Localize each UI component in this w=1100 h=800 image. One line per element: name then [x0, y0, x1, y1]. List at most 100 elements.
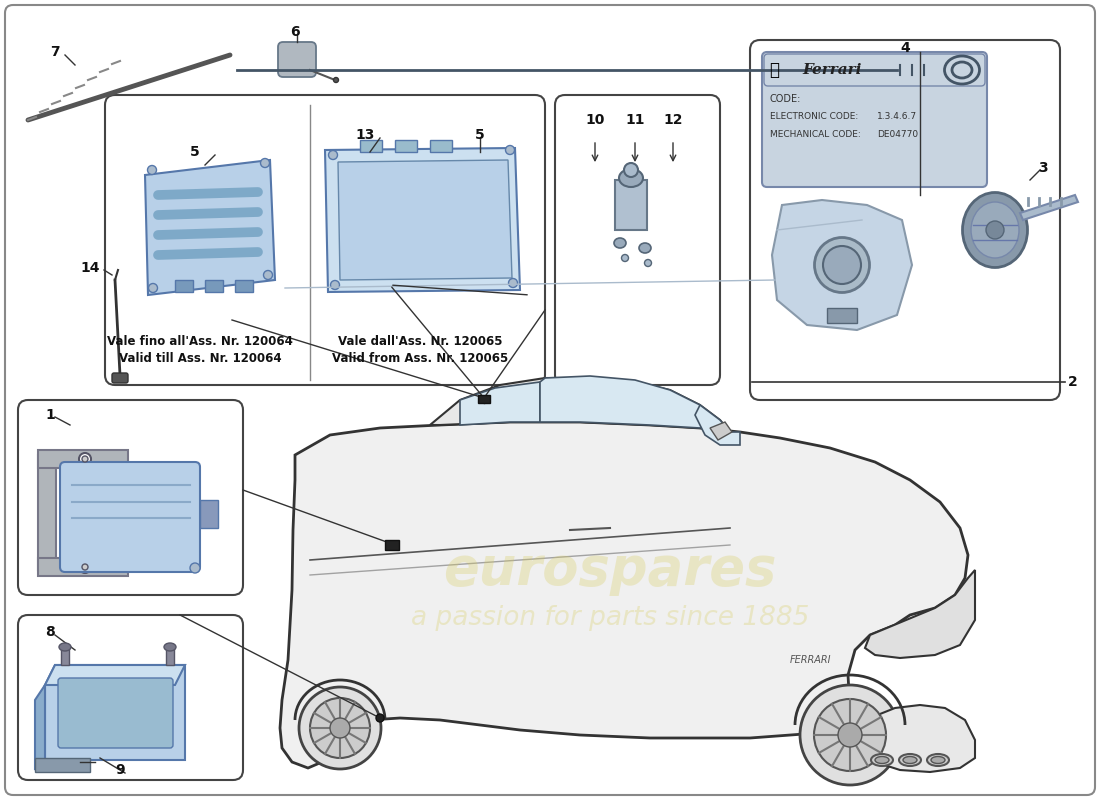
Text: 🐴: 🐴 [769, 61, 779, 79]
Ellipse shape [329, 150, 338, 159]
Polygon shape [540, 376, 710, 428]
Text: 5: 5 [475, 128, 485, 142]
Bar [39, 558, 128, 576]
Text: 4: 4 [900, 41, 910, 55]
Ellipse shape [333, 78, 339, 82]
FancyBboxPatch shape [18, 400, 243, 595]
Text: a passion for parts since 1885: a passion for parts since 1885 [410, 605, 810, 631]
Polygon shape [145, 160, 275, 295]
Text: Vale dall'Ass. Nr. 120065: Vale dall'Ass. Nr. 120065 [338, 335, 503, 348]
Ellipse shape [800, 685, 900, 785]
FancyBboxPatch shape [112, 373, 128, 383]
Ellipse shape [299, 687, 381, 769]
Bar [235, 280, 253, 292]
Ellipse shape [164, 643, 176, 651]
Ellipse shape [838, 723, 862, 747]
Text: MECHANICAL CODE:: MECHANICAL CODE: [770, 130, 860, 139]
Bar [827, 308, 857, 323]
FancyBboxPatch shape [6, 5, 1094, 795]
Bar [360, 140, 382, 152]
Ellipse shape [330, 718, 350, 738]
Text: 3: 3 [1038, 161, 1048, 175]
Text: Ferrari: Ferrari [802, 63, 861, 77]
Ellipse shape [962, 193, 1027, 267]
Polygon shape [865, 570, 975, 658]
Ellipse shape [871, 754, 893, 766]
FancyBboxPatch shape [18, 615, 243, 780]
Text: Valid from Ass. Nr. 120065: Valid from Ass. Nr. 120065 [332, 352, 508, 365]
Ellipse shape [59, 643, 72, 651]
FancyBboxPatch shape [104, 95, 544, 385]
Ellipse shape [376, 714, 384, 722]
Ellipse shape [874, 757, 889, 763]
Ellipse shape [986, 221, 1004, 239]
Bar [385, 540, 399, 550]
Ellipse shape [261, 158, 270, 167]
Bar [60, 648, 69, 665]
Text: 1: 1 [45, 408, 55, 422]
Polygon shape [710, 422, 732, 440]
Bar [200, 500, 218, 528]
Polygon shape [430, 378, 730, 432]
Bar [39, 450, 128, 468]
Bar [205, 280, 223, 292]
Ellipse shape [927, 754, 949, 766]
Text: 5: 5 [190, 145, 200, 159]
Ellipse shape [79, 453, 91, 465]
Ellipse shape [624, 163, 638, 177]
Ellipse shape [330, 281, 340, 290]
Text: CODE:: CODE: [770, 94, 802, 104]
Polygon shape [772, 200, 912, 330]
Ellipse shape [264, 270, 273, 279]
Ellipse shape [508, 278, 517, 287]
Text: 12: 12 [663, 113, 683, 127]
Ellipse shape [82, 456, 88, 462]
Ellipse shape [147, 166, 156, 174]
Ellipse shape [931, 757, 945, 763]
Polygon shape [695, 405, 740, 445]
Text: 11: 11 [625, 113, 645, 127]
Text: Vale fino all'Ass. Nr. 120064: Vale fino all'Ass. Nr. 120064 [107, 335, 293, 348]
Ellipse shape [310, 698, 370, 758]
FancyBboxPatch shape [58, 678, 173, 748]
FancyBboxPatch shape [278, 42, 316, 77]
Bar [478, 395, 490, 403]
Polygon shape [45, 665, 185, 760]
Text: Valid till Ass. Nr. 120064: Valid till Ass. Nr. 120064 [119, 352, 282, 365]
Ellipse shape [621, 254, 628, 262]
Text: FERRARI: FERRARI [790, 655, 830, 665]
Bar [35, 758, 90, 772]
Polygon shape [460, 382, 540, 425]
FancyBboxPatch shape [764, 54, 985, 86]
Ellipse shape [823, 246, 861, 284]
Text: 6: 6 [290, 25, 300, 39]
Ellipse shape [82, 564, 88, 570]
FancyBboxPatch shape [60, 462, 200, 572]
Text: ELECTRONIC CODE:: ELECTRONIC CODE: [770, 112, 858, 121]
Ellipse shape [619, 169, 644, 187]
Polygon shape [338, 160, 512, 280]
Ellipse shape [814, 238, 869, 293]
Polygon shape [45, 665, 185, 685]
Polygon shape [1020, 195, 1078, 220]
Ellipse shape [645, 259, 651, 266]
Bar [395, 140, 417, 152]
Text: 2: 2 [1068, 375, 1078, 389]
FancyBboxPatch shape [762, 52, 987, 187]
Text: 9: 9 [116, 763, 124, 777]
Text: DE04770: DE04770 [877, 130, 918, 139]
Ellipse shape [899, 754, 921, 766]
Ellipse shape [971, 202, 1019, 258]
Ellipse shape [639, 243, 651, 253]
Text: 8: 8 [45, 625, 55, 639]
Ellipse shape [903, 757, 917, 763]
Polygon shape [858, 705, 975, 772]
Text: 10: 10 [585, 113, 605, 127]
Bar [166, 648, 174, 665]
Text: 13: 13 [355, 128, 375, 142]
Bar [175, 280, 192, 292]
Text: 7: 7 [51, 45, 59, 59]
Ellipse shape [190, 563, 200, 573]
Ellipse shape [814, 699, 886, 771]
Bar [430, 140, 452, 152]
